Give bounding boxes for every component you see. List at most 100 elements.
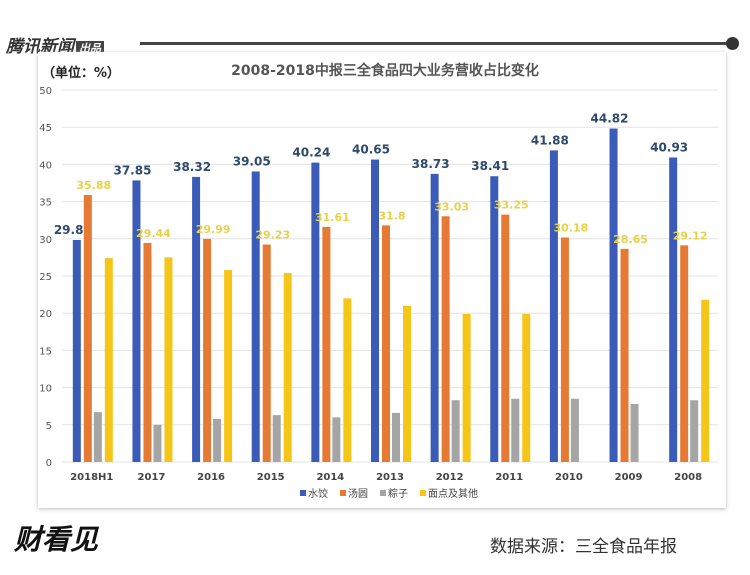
x-tick-label: 2010 — [555, 472, 583, 483]
legend-swatch — [340, 490, 346, 496]
bar-汤圆 — [262, 244, 271, 462]
x-tick-label: 2014 — [316, 472, 344, 483]
bar-水饺 — [311, 162, 320, 463]
bar-面点及其他 — [224, 270, 233, 462]
data-label: 28.65 — [613, 233, 648, 246]
data-source: 数据来源：三全食品年报 — [490, 537, 677, 557]
x-tick-label: 2013 — [376, 472, 404, 483]
data-label: 37.85 — [113, 163, 151, 177]
x-tick-label: 2017 — [138, 472, 166, 483]
bar-汤圆 — [143, 242, 152, 462]
legend-swatch — [300, 490, 306, 496]
x-tick-label: 2018H1 — [70, 472, 113, 483]
data-label: 31.61 — [315, 211, 350, 224]
bar-粽子 — [451, 400, 460, 462]
header-rule — [140, 42, 732, 45]
bar-汤圆 — [620, 248, 629, 462]
bar-面点及其他 — [462, 313, 471, 462]
bar-水饺 — [371, 159, 379, 462]
legend-label: 面点及其他 — [428, 487, 478, 500]
data-label: 31.8 — [378, 209, 405, 222]
data-label: 40.93 — [650, 140, 688, 154]
data-label: 29.99 — [196, 223, 231, 236]
bar-粽子 — [213, 418, 222, 462]
bar-汤圆 — [680, 245, 689, 462]
bar-粽子 — [392, 412, 400, 462]
bar-水饺 — [490, 176, 499, 462]
data-label: 38.73 — [412, 157, 450, 171]
bar-面点及其他 — [522, 313, 531, 462]
bar-粽子 — [153, 424, 162, 462]
legend-swatch — [420, 490, 426, 496]
bar-面点及其他 — [104, 258, 113, 462]
bar-粽子 — [332, 417, 341, 462]
y-tick-label: 0 — [46, 458, 52, 469]
x-tick-label: 2015 — [257, 472, 285, 483]
y-tick-label: 10 — [39, 384, 52, 395]
data-label: 40.24 — [292, 146, 330, 160]
bar-汤圆 — [203, 238, 212, 462]
bar-面点及其他 — [283, 273, 292, 462]
x-tick-label: 2012 — [436, 472, 464, 483]
x-tick-label: 2008 — [674, 472, 702, 483]
bar-粽子 — [690, 400, 699, 462]
bar-粽子 — [570, 398, 579, 462]
data-label: 29.84 — [54, 223, 92, 237]
data-label: 29.12 — [673, 229, 708, 242]
data-label: 33.03 — [434, 200, 469, 213]
chart-title: 2008-2018中报三全食品四大业务营收占比变化 — [231, 63, 539, 79]
data-label: 29.44 — [136, 227, 171, 240]
y-tick-label: 15 — [39, 346, 52, 357]
bar-粽子 — [630, 403, 639, 462]
data-label: 38.32 — [173, 160, 211, 174]
y-tick-label: 40 — [39, 160, 52, 171]
y-tick-label: 20 — [39, 309, 52, 320]
bar-面点及其他 — [701, 299, 710, 462]
data-label: 29.23 — [255, 229, 290, 242]
data-label: 30.18 — [554, 221, 589, 234]
bar-粽子 — [93, 412, 102, 462]
data-label: 33.25 — [494, 199, 529, 212]
data-label: 40.65 — [352, 143, 390, 157]
bar-水饺 — [72, 239, 81, 462]
bar-汤圆 — [83, 195, 92, 462]
data-label: 38.41 — [471, 159, 509, 173]
bar-汤圆 — [560, 237, 569, 462]
data-label: 44.82 — [591, 112, 629, 126]
bar-面点及其他 — [343, 298, 352, 462]
x-tick-label: 2009 — [615, 472, 643, 483]
legend-swatch — [380, 490, 386, 496]
x-tick-label: 2011 — [495, 472, 523, 483]
footer-logo: 财看见 — [14, 523, 99, 556]
bar-水饺 — [132, 180, 141, 462]
y-tick-label: 45 — [39, 123, 52, 134]
bar-水饺 — [251, 171, 260, 462]
bar-粽子 — [511, 398, 520, 462]
legend-label: 粽子 — [388, 487, 408, 500]
bar-水饺 — [609, 128, 618, 463]
bar-汤圆 — [382, 225, 390, 462]
bar-汤圆 — [322, 226, 331, 462]
bar-汤圆 — [501, 214, 510, 462]
unit-label: （单位：%） — [42, 66, 121, 81]
y-tick-label: 50 — [39, 86, 52, 97]
y-tick-label: 30 — [39, 235, 52, 246]
bar-水饺 — [192, 176, 201, 462]
bar-水饺 — [549, 150, 558, 463]
y-tick-label: 5 — [46, 421, 52, 432]
bar-面点及其他 — [164, 257, 173, 462]
data-label: 39.05 — [233, 154, 271, 168]
header-dot — [726, 37, 739, 50]
legend-label: 汤圆 — [348, 487, 368, 500]
bar-面点及其他 — [403, 305, 411, 462]
x-tick-label: 2016 — [197, 472, 225, 483]
y-tick-label: 35 — [39, 198, 52, 209]
y-tick-label: 25 — [39, 272, 52, 283]
bar-粽子 — [272, 415, 281, 462]
data-label: 41.88 — [531, 133, 569, 147]
bar-水饺 — [669, 157, 678, 462]
bar-水饺 — [430, 173, 439, 462]
legend-label: 水饺 — [308, 487, 328, 500]
bar-汤圆 — [441, 216, 450, 462]
